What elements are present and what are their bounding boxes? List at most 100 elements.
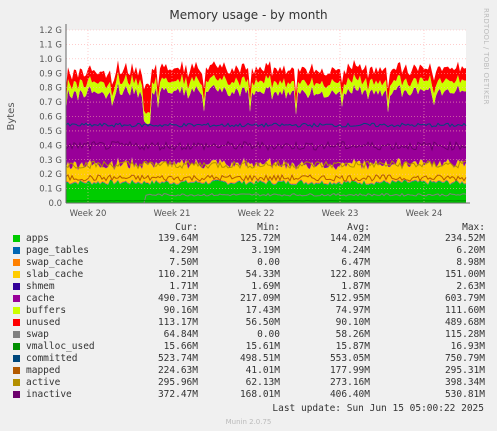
legend-swatch [13, 295, 20, 302]
y-tick-label: 0.0 [48, 199, 62, 209]
legend-max: 398.34M [444, 377, 485, 388]
legend-name: swap [26, 329, 49, 340]
y-tick-label: 0.5 G [39, 127, 62, 137]
area-slab_cache [66, 157, 466, 184]
legend-min: 0.00 [257, 257, 280, 268]
legend-row-slab_cache: slab_cache 110.21M 54.33M 122.80M 151.00M [0, 269, 497, 280]
legend-swatch [13, 331, 20, 338]
legend-name: active [26, 377, 61, 388]
legend-swatch [13, 307, 20, 314]
x-tick-label: Week 23 [322, 209, 359, 219]
axes: 0.0 0.1 G 0.2 G 0.3 G 0.4 G 0.5 G 0.6 G 0.7 G 0.… [6, 24, 470, 219]
legend-swatch [13, 235, 20, 242]
legend-avg: 58.26M [335, 329, 370, 340]
area-apps [66, 180, 466, 203]
legend-name: cache [26, 293, 55, 304]
legend-avg: 6.47M [341, 257, 370, 268]
header-avg: Avg: [347, 222, 370, 233]
legend-max: 8.98M [456, 257, 485, 268]
legend-swatch [13, 247, 20, 254]
legend-name: vmalloc_used [26, 341, 95, 352]
legend-avg: 1.87M [341, 281, 370, 292]
chart-title: Memory usage - by month [169, 8, 328, 22]
legend-max: 6.20M [456, 245, 485, 256]
legend-row-page_tables: page_tables 4.29M 3.19M 4.24M 6.20M [0, 245, 497, 256]
legend-avg: 4.24M [341, 245, 370, 256]
legend-name: swap_cache [26, 257, 84, 268]
legend-cur: 490.73M [157, 293, 198, 304]
legend-avg: 144.02M [329, 233, 370, 244]
y-axis-label: Bytes [6, 102, 17, 130]
legend-max: 603.79M [444, 293, 485, 304]
x-tick-label: Week 24 [406, 209, 443, 219]
legend-cur: 372.47M [157, 389, 198, 400]
legend-max: 115.28M [444, 329, 485, 340]
x-tick-label: Week 20 [70, 209, 107, 219]
legend-row-inactive: inactive 372.47M 168.01M 406.40M 530.81M [0, 389, 497, 400]
y-tick-label: 0.9 G [39, 69, 62, 79]
legend-min: 1.69M [251, 281, 280, 292]
legend-cur: 4.29M [169, 245, 198, 256]
legend-avg: 512.95M [329, 293, 370, 304]
legend-row-cache: cache 490.73M 217.09M 512.95M 603.79M [0, 293, 497, 304]
legend-min: 56.50M [245, 317, 280, 328]
legend-avg: 406.40M [329, 389, 370, 400]
legend-cur: 7.50M [169, 257, 198, 268]
legend-max: 2.63M [456, 281, 485, 292]
legend-min: 217.09M [239, 293, 280, 304]
legend-avg: 273.16M [329, 377, 370, 388]
line-active [65, 159, 467, 170]
legend-max: 295.31M [444, 365, 485, 376]
legend-cur: 224.63M [157, 365, 198, 376]
legend-row-shmem: shmem 1.71M 1.69M 1.87M 2.63M [0, 281, 497, 292]
y-tick-label: 1.2 G [39, 26, 62, 36]
legend-min: 41.01M [245, 365, 280, 376]
area-buffers [66, 71, 466, 125]
legend-max: 151.00M [444, 269, 485, 280]
legend-swatch [13, 343, 20, 350]
legend-cur: 15.66M [163, 341, 198, 352]
legend-swatch [13, 319, 20, 326]
legend-avg: 122.80M [329, 269, 370, 280]
legend-avg: 15.87M [335, 341, 370, 352]
munin-footer: Munin 2.0.75 [225, 418, 272, 426]
legend-cur: 110.21M [157, 269, 198, 280]
x-tick-label: Week 22 [238, 209, 275, 219]
y-tick-label: 0.6 G [39, 113, 62, 123]
header-min: Min: [257, 222, 280, 233]
rrdtool-watermark: RRDTOOL / TOBI OETIKER [482, 8, 490, 105]
legend-cur: 113.17M [157, 317, 198, 328]
legend-cur: 90.16M [163, 305, 198, 316]
legend-swatch [13, 379, 20, 386]
legend-row-unused: unused 113.17M 56.50M 90.10M 489.68M [0, 317, 497, 328]
y-tick-label: 0.8 G [39, 84, 62, 94]
legend-row-active: active 295.96M 62.13M 273.16M 398.34M [0, 377, 497, 388]
legend-max: 750.79M [444, 353, 485, 364]
legend-row-committed: committed 523.74M 498.51M 553.05M 750.79M [0, 353, 497, 364]
legend-row-apps: apps 139.64M 125.72M 144.02M 234.52M [0, 233, 497, 244]
legend-min: 54.33M [245, 269, 280, 280]
line-committed [65, 122, 467, 128]
legend-min: 15.61M [245, 341, 280, 352]
legend-max: 489.68M [444, 317, 485, 328]
y-tick-label: 0.3 G [39, 156, 62, 166]
legend-row-mapped: mapped 224.63M 41.01M 177.99M 295.31M [0, 365, 497, 376]
legend-name: committed [26, 353, 78, 364]
legend-swatch [13, 259, 20, 266]
x-tick-label: Week 21 [154, 209, 191, 219]
legend-min: 62.13M [245, 377, 280, 388]
line-mapped [65, 173, 467, 182]
legend-swatch [13, 367, 20, 374]
legend-cur: 295.96M [157, 377, 198, 388]
legend-name: shmem [26, 281, 55, 292]
legend-min: 17.43M [245, 305, 280, 316]
legend-max: 16.93M [450, 341, 485, 352]
y-tick-label: 1.1 G [39, 40, 62, 50]
y-tick-label: 0.1 G [39, 185, 62, 195]
area-cache [66, 82, 466, 171]
legend-name: slab_cache [26, 269, 84, 280]
legend-min: 168.01M [239, 389, 280, 400]
legend-max: 234.52M [444, 233, 485, 244]
legend-swatch [13, 355, 20, 362]
